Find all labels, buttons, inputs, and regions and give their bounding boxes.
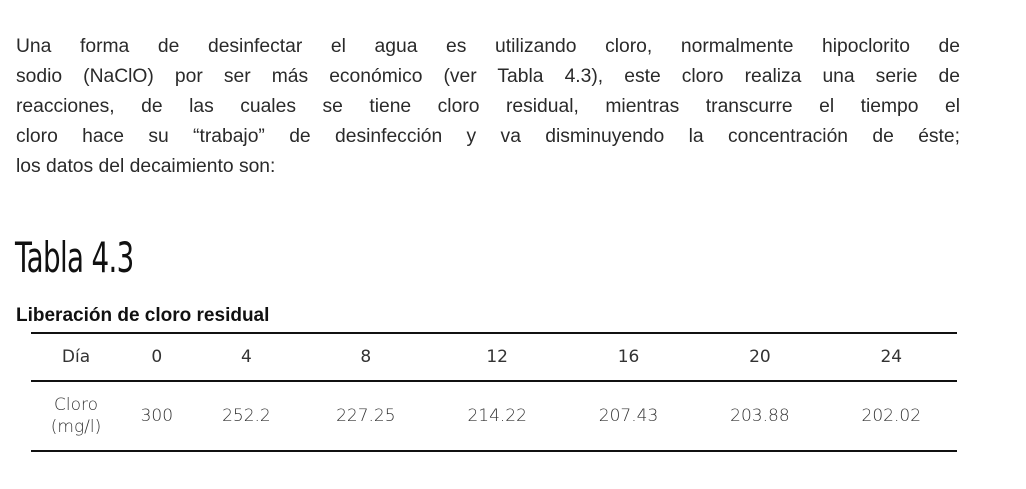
header-value-cell: 20 [749, 347, 771, 367]
paragraph-line: sodio (NaClO) por ser más económico (ver… [16, 66, 960, 87]
row-value-cell: 252.2 [222, 406, 271, 426]
chlorine-data-table: Día 0 4 8 12 16 20 24 Cloro (mg/l) 300 2… [31, 332, 957, 452]
row-label-line: Cloro [53, 395, 98, 415]
row-value-cell: 207.43 [598, 406, 659, 426]
table-title: Tabla 4.3 [15, 233, 134, 282]
header-value-cell: 24 [880, 347, 903, 367]
row-value-cell: 214.22 [467, 406, 527, 426]
header-value-cell: 16 [617, 347, 640, 367]
header-value-cell: 12 [486, 347, 508, 367]
row-label-line: (mg/l) [50, 417, 102, 437]
row-value-cell: 300 [140, 406, 174, 426]
body-paragraph: Una forma de desinfectar el agua es util… [16, 32, 960, 182]
header-value-cell: 8 [360, 347, 372, 367]
paragraph-line: reacciones, de las cuales se tiene cloro… [16, 96, 960, 117]
paragraph-line: los datos del decaimiento son: [16, 156, 276, 177]
row-label-cell: Cloro (mg/l) [31, 381, 121, 451]
row-value-cell: 203.88 [730, 406, 790, 426]
header-value-cell: 0 [151, 347, 163, 367]
table-caption: Liberación de cloro residual [16, 305, 270, 326]
row-value-cell: 227.25 [336, 406, 396, 426]
paragraph-line: cloro hace su “trabajo” de desinfección … [16, 126, 960, 147]
row-value-cell: 202.02 [861, 406, 922, 426]
paragraph-line: Una forma de desinfectar el agua es util… [16, 36, 960, 57]
header-label-cell: Día [61, 347, 91, 367]
table-header-row: Día 0 4 8 12 16 20 24 [31, 333, 957, 381]
header-value-cell: 4 [240, 347, 252, 367]
table-row: Cloro (mg/l) 300 252.2 227.25 214.22 207… [31, 381, 957, 451]
